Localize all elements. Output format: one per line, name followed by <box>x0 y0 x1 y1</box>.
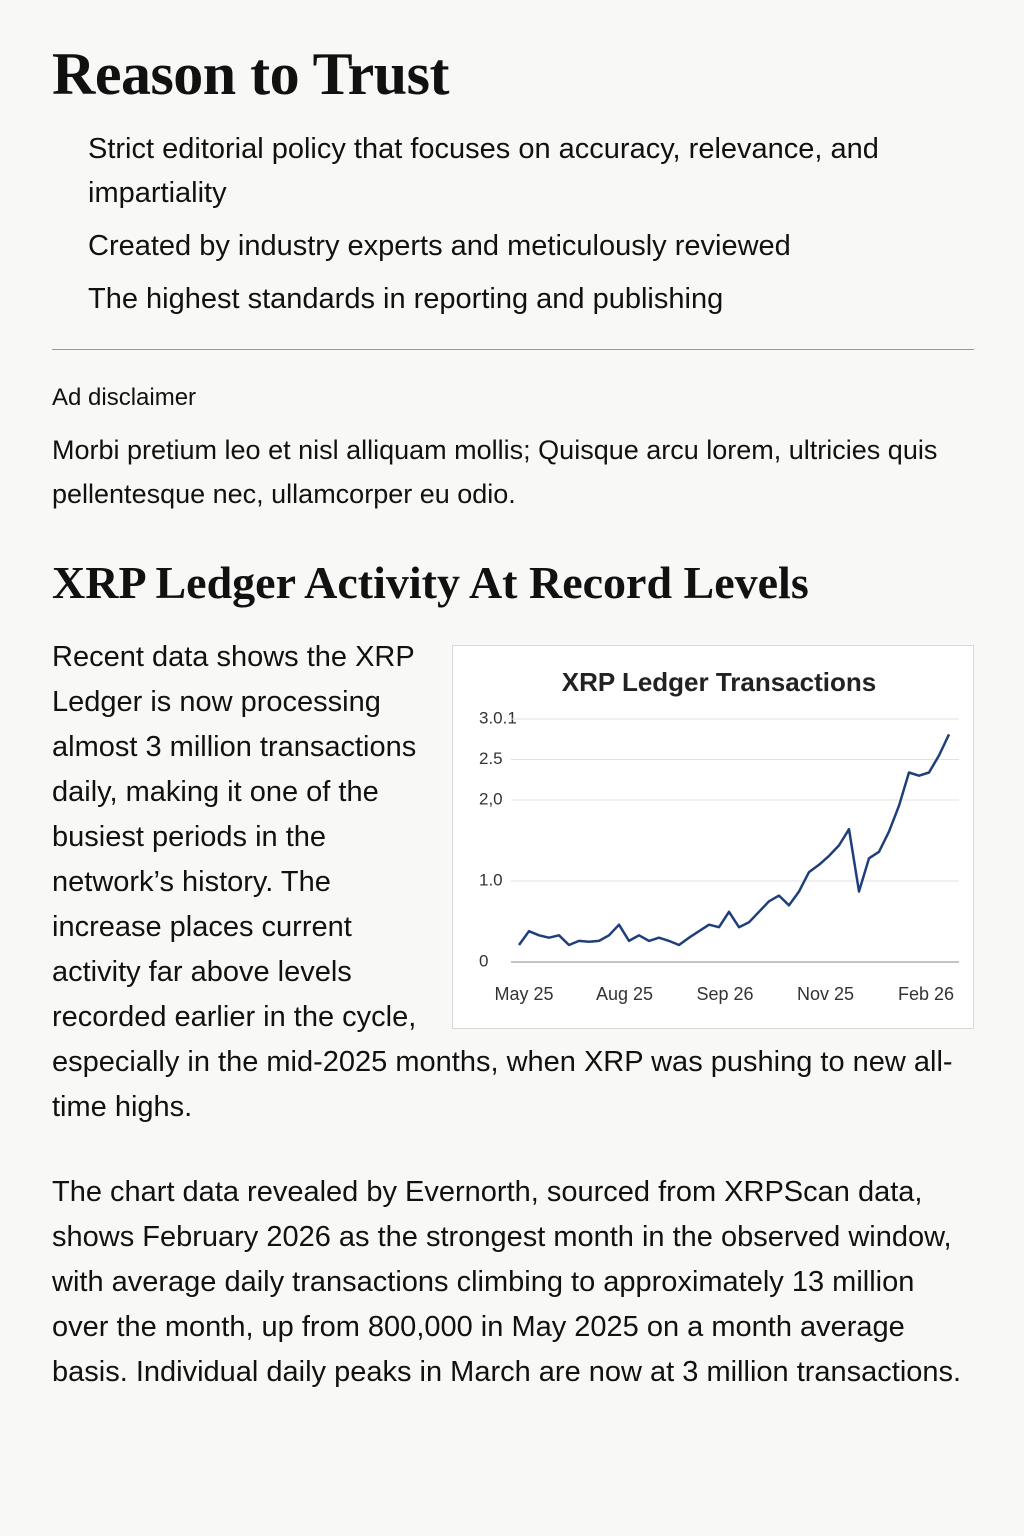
y-tick-label: 1.0 <box>479 870 503 889</box>
heading: XRP Ledger Activity At Record Levels <box>52 557 809 608</box>
x-tick-label: Aug 25 <box>596 984 653 1004</box>
x-tick-label: Sep 26 <box>696 984 753 1004</box>
trust-point: Strict editorial policy that focuses on … <box>88 133 879 209</box>
title: Reason to Trust <box>52 41 449 107</box>
trust-point: The highest standards in reporting and p… <box>88 283 724 315</box>
x-tick-label: May 25 <box>494 984 553 1004</box>
y-tick-label: 2.5 <box>479 749 503 768</box>
chart-title: XRP Ledger Transactions <box>562 667 877 697</box>
paragraph: Recent data shows the XRP Ledger is now … <box>52 641 953 1123</box>
ad-text: Morbi pretium leo et nisl alliquam molli… <box>52 435 938 509</box>
series-line <box>517 733 951 947</box>
y-tick-label: 0 <box>479 951 488 970</box>
x-tick-label: Feb 26 <box>898 984 954 1004</box>
y-tick-label: 3.0.1 <box>479 708 517 727</box>
trust-point: Created by industry experts and meticulo… <box>88 230 791 262</box>
x-tick-label: Nov 25 <box>797 984 854 1004</box>
y-tick-label: 2,0 <box>479 789 503 808</box>
trust-list: Strict editorial policy that focuses on … <box>52 127 974 321</box>
chart-box: XRP Ledger Transactions 0 1.0 2,0 2.5 3.0.1 M… <box>452 645 974 1029</box>
divider <box>52 349 974 350</box>
ad-label: Ad disclaimer <box>52 384 197 411</box>
paragraph: The chart data revealed by Evernorth, so… <box>52 1176 962 1388</box>
chart: XRP Ledger Transactions 0 1.0 2,0 2.5 3.0.1 M… <box>479 667 959 1004</box>
